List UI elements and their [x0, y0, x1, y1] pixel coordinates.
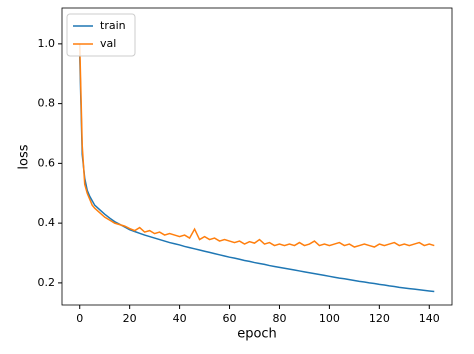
y-tick-label: 1.0: [38, 37, 56, 50]
y-tick-label: 0.6: [38, 156, 56, 169]
legend-box: [66, 13, 136, 57]
legend-label: val: [100, 37, 116, 50]
x-tick-label: 80: [272, 312, 286, 325]
data-line: [78, 55, 435, 293]
x-tick-label: 140: [419, 312, 440, 325]
y-tick-label: 0.4: [38, 216, 56, 229]
y-tick-label: 0.8: [38, 97, 56, 110]
x-axis-label: epoch: [237, 327, 277, 342]
x-tick-label: 40: [173, 312, 187, 325]
data-line: [78, 43, 435, 248]
x-tick-label: 120: [369, 312, 390, 325]
x-tick-label: 60: [223, 312, 237, 325]
y-tick-label: 0.2: [38, 276, 56, 289]
y-axis-label: loss: [17, 144, 32, 169]
x-tick-label: 0: [76, 312, 83, 325]
x-tick-label: 100: [319, 312, 340, 325]
x-tick-label: 20: [123, 312, 137, 325]
plot-frame: [61, 7, 453, 306]
legend-label: train: [100, 19, 126, 32]
